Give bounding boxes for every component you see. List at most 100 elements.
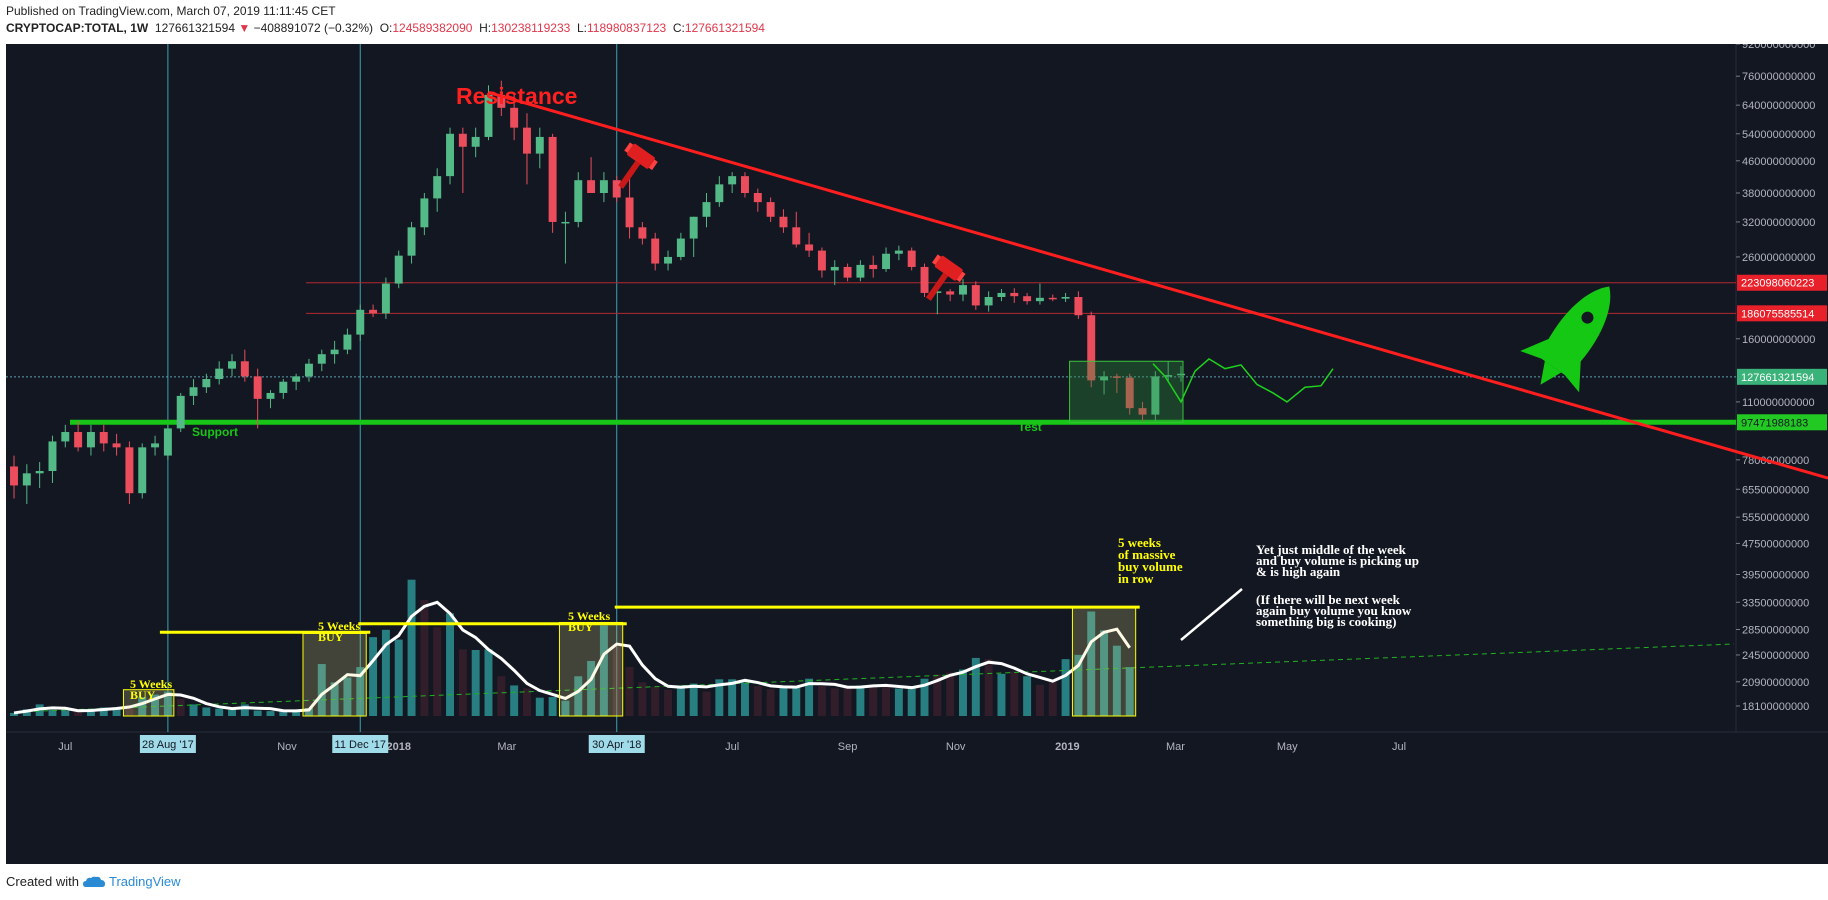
candle-body — [112, 443, 121, 448]
candle-down — [1087, 311, 1096, 388]
candle-body — [343, 334, 352, 350]
candle-down — [753, 188, 762, 212]
candle-up — [1164, 361, 1173, 382]
volume-bar — [279, 710, 288, 716]
candle-down — [1074, 291, 1083, 319]
candle-body — [971, 285, 980, 306]
candle-body — [1035, 297, 1044, 302]
volume-bar — [266, 711, 275, 716]
volume-bar — [561, 700, 570, 716]
candle-body — [779, 216, 788, 228]
candle-up — [330, 340, 339, 364]
candle-body — [741, 176, 749, 194]
candle-body — [394, 255, 403, 284]
open-label: O: — [379, 21, 393, 35]
volume-bar — [433, 627, 442, 716]
chart-background — [6, 44, 1828, 864]
date-badge — [139, 735, 196, 753]
price-badge — [1737, 368, 1827, 385]
gavel-handle — [925, 272, 949, 301]
candle-body — [266, 392, 275, 399]
candle-body — [22, 473, 31, 486]
buy-volume-box — [558, 621, 624, 717]
candle-up — [715, 176, 724, 207]
five-weeks-massive-label: 5 weeks of massive buy volume in row — [1118, 535, 1183, 586]
candle-body — [420, 198, 429, 228]
candle-up — [61, 424, 70, 448]
candle-down — [1138, 401, 1147, 422]
candlestick-chart[interactable]: 920000000000 760000000000 640000000000 5400… — [6, 44, 1828, 864]
volume-bar — [407, 579, 416, 716]
volume-bar — [535, 697, 544, 716]
candle-body — [843, 266, 852, 278]
x-tick-label: May — [1277, 741, 1298, 753]
consolidation-box — [1069, 360, 1184, 423]
candle-down — [253, 368, 262, 429]
candle-down — [1023, 292, 1032, 305]
candle-up — [35, 462, 44, 488]
candle-body — [1074, 297, 1083, 316]
candle-body — [984, 297, 993, 306]
candle-body — [253, 376, 262, 399]
resistance-label: Resistance — [456, 83, 577, 109]
volume-bar — [369, 637, 378, 716]
candle-down — [612, 176, 621, 203]
volume-bar — [1100, 630, 1109, 716]
candle-up — [1177, 366, 1185, 382]
comment-text: Yet just middle of the week and buy volum… — [1256, 542, 1419, 579]
candle-body — [651, 238, 660, 264]
comment-pointer — [1180, 588, 1243, 641]
volume-bar — [664, 689, 673, 716]
price-badge-label: 127661321594 — [1741, 372, 1814, 384]
candle-body — [279, 381, 288, 393]
volume-bar — [651, 686, 660, 716]
candle-body — [920, 266, 929, 293]
candle-up — [676, 232, 685, 261]
candle-body — [86, 432, 95, 448]
candle-body — [381, 283, 390, 314]
volume-bar — [215, 708, 224, 716]
tradingview-cloud-icon — [82, 876, 105, 887]
candle-body — [1112, 376, 1121, 378]
candle-body — [61, 432, 70, 442]
candle-up — [728, 172, 737, 194]
volume-bar — [882, 686, 891, 716]
chart-area[interactable]: 920000000000 760000000000 640000000000 5400… — [6, 44, 1828, 864]
last-price: 127661321594 — [154, 21, 235, 35]
gavel-head — [627, 143, 655, 169]
change-down-icon: ▼ — [238, 21, 251, 35]
x-tick-label: Jul — [725, 741, 739, 753]
rocket-icon — [1520, 286, 1611, 393]
candle-up — [266, 390, 275, 409]
candle-down — [74, 421, 83, 452]
volume-bar — [869, 684, 878, 716]
close-value: 127661321594 — [684, 21, 765, 35]
candle-body — [856, 264, 865, 278]
volume-bar — [240, 704, 249, 716]
volume-bar — [1048, 682, 1057, 716]
candle-body — [933, 291, 942, 293]
footer: Created with TradingView — [6, 874, 181, 889]
candle-body — [728, 176, 737, 185]
tradingview-link[interactable]: TradingView — [108, 874, 181, 889]
gavel-icon — [618, 142, 658, 189]
candle-up — [22, 464, 31, 505]
candle-body — [48, 441, 57, 471]
candle-body — [151, 443, 160, 448]
volume-bar — [61, 710, 70, 716]
volume-bar — [1061, 659, 1070, 716]
candle-down — [907, 247, 916, 271]
volume-bar — [779, 685, 788, 716]
candle-body — [446, 133, 454, 177]
candle-body — [35, 470, 44, 474]
candle-down — [741, 172, 749, 198]
created-with-label: Created with — [6, 874, 79, 889]
volume-bar — [689, 683, 698, 716]
volume-bar — [587, 660, 596, 716]
buy-volume-box — [302, 632, 367, 717]
y-tick-label: 540000000000 — [1742, 129, 1815, 141]
volume-bar — [792, 686, 801, 716]
volume-bar — [715, 679, 724, 716]
candle-up — [446, 127, 454, 185]
price-badge-label: 97471988183 — [1741, 417, 1808, 429]
